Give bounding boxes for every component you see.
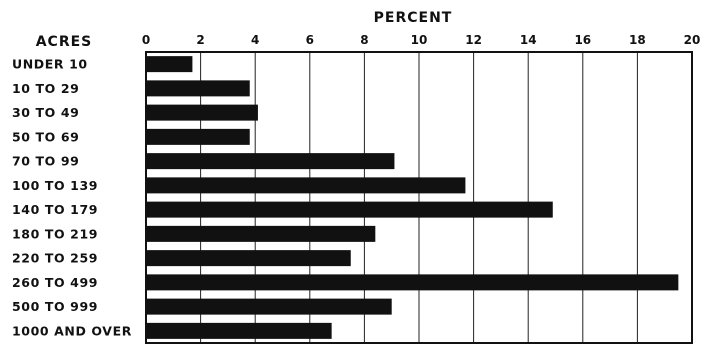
x-tick-label: 14 bbox=[520, 33, 537, 47]
bar bbox=[146, 298, 392, 315]
bar bbox=[146, 153, 395, 170]
bar bbox=[146, 80, 250, 97]
x-tick-label: 2 bbox=[196, 33, 204, 47]
bar bbox=[146, 201, 553, 218]
axis-title: PERCENT bbox=[374, 10, 453, 26]
bar bbox=[146, 322, 332, 339]
tick-labels: 0 2 4 6 8 10 12 14 16 18 20 bbox=[142, 33, 701, 47]
category-label: 1000 AND OVER bbox=[12, 323, 132, 338]
category-label: 220 TO 259 bbox=[12, 251, 98, 266]
category-label: 100 TO 139 bbox=[12, 178, 98, 193]
category-label: 500 TO 999 bbox=[12, 299, 98, 314]
bar bbox=[146, 56, 193, 73]
category-labels: UNDER 10 10 TO 29 30 TO 49 50 TO 69 70 TO 99… bbox=[12, 57, 132, 339]
x-tick-label: 12 bbox=[465, 33, 482, 47]
bar bbox=[146, 128, 250, 145]
category-label: 50 TO 69 bbox=[12, 129, 79, 144]
bar bbox=[146, 104, 258, 121]
x-tick-label: 18 bbox=[629, 33, 646, 47]
category-label: UNDER 10 bbox=[12, 57, 88, 72]
bar bbox=[146, 274, 679, 291]
x-tick-label: 6 bbox=[306, 33, 314, 47]
bar bbox=[146, 225, 376, 242]
category-header: ACRES bbox=[36, 34, 93, 50]
category-label: 70 TO 99 bbox=[12, 154, 79, 169]
category-label: 10 TO 29 bbox=[12, 81, 79, 96]
category-label: 30 TO 49 bbox=[12, 105, 79, 120]
x-tick-label: 16 bbox=[574, 33, 591, 47]
x-tick-label: 8 bbox=[360, 33, 368, 47]
bars bbox=[146, 56, 679, 339]
bar bbox=[146, 177, 466, 194]
plot-frame bbox=[145, 51, 693, 344]
category-label: 140 TO 179 bbox=[12, 202, 98, 217]
bar bbox=[146, 250, 351, 267]
x-tick-label: 10 bbox=[411, 33, 428, 47]
x-tick-label: 20 bbox=[684, 33, 701, 47]
x-tick-label: 4 bbox=[251, 33, 259, 47]
x-tick-label: 0 bbox=[142, 33, 150, 47]
category-label: 260 TO 499 bbox=[12, 275, 98, 290]
category-label: 180 TO 219 bbox=[12, 226, 98, 241]
